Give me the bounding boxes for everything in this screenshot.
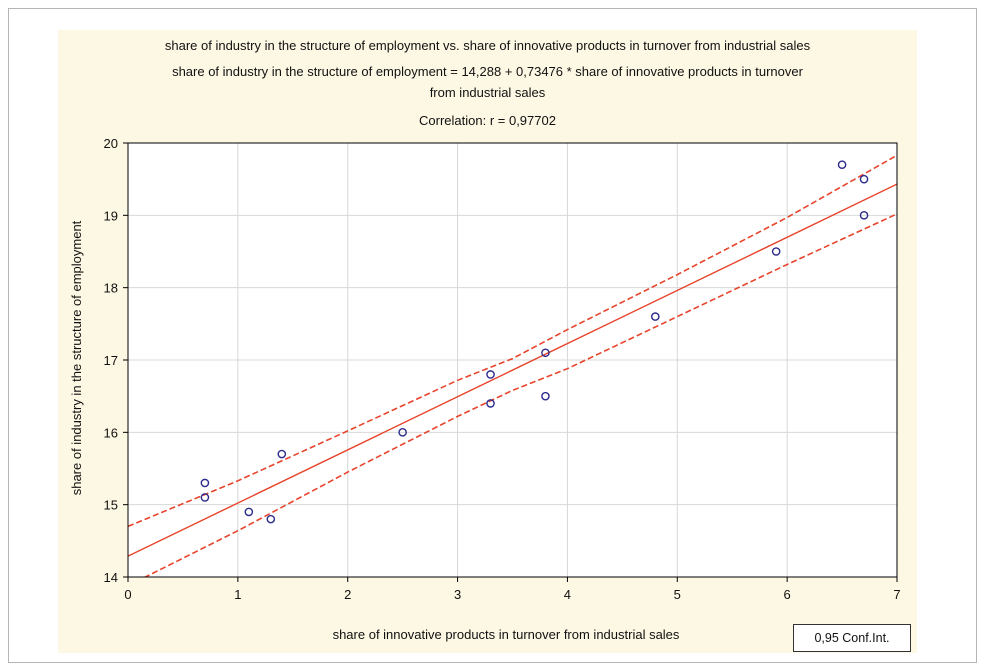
legend-conf-int: 0,95 Conf.Int.: [793, 624, 911, 652]
x-tick-label: 7: [893, 587, 900, 602]
grid-lines: [128, 143, 897, 577]
x-axis-ticks: 0 1 2 3 4 5 6 7: [124, 577, 901, 602]
x-tick-label: 4: [564, 587, 571, 602]
y-tick-label: 18: [104, 281, 118, 296]
data-point: [200, 493, 210, 502]
data-point: [541, 391, 550, 401]
x-tick-label: 0: [124, 587, 131, 602]
chart-title: share of industry in the structure of em…: [164, 38, 811, 53]
data-point: [244, 507, 254, 517]
confidence-band-upper: [128, 154, 897, 528]
data-point: [486, 370, 495, 379]
data-points: [200, 160, 869, 524]
y-tick-label: 16: [104, 425, 118, 440]
data-point: [859, 211, 869, 220]
data-point: [859, 174, 869, 184]
y-tick-label: 19: [104, 208, 118, 223]
data-point: [398, 428, 407, 437]
regression-line: [128, 183, 897, 557]
data-point: [771, 247, 781, 256]
y-tick-label: 20: [104, 136, 118, 151]
x-tick-label: 3: [454, 587, 461, 602]
chart-subtitle-line1: share of industry in the structure of em…: [172, 64, 803, 79]
x-tick-label: 2: [344, 587, 351, 602]
chart-subtitle-line2: from industrial sales: [429, 85, 546, 100]
x-tick-label: 6: [784, 587, 791, 602]
y-tick-label: 14: [104, 570, 118, 585]
data-point: [200, 478, 210, 488]
confidence-band: [128, 154, 897, 577]
regression-line-group: [128, 183, 897, 557]
data-point: [541, 348, 550, 358]
data-point: [651, 312, 660, 321]
data-point: [486, 399, 495, 408]
x-axis-label: share of innovative products in turnover…: [333, 627, 680, 642]
data-point: [266, 514, 276, 524]
correlation-text: Correlation: r = 0,97702: [419, 113, 556, 128]
x-tick-label: 5: [674, 587, 681, 602]
data-point: [837, 160, 847, 169]
confidence-band-lower: [143, 213, 897, 577]
y-axis-label: share of industry in the structure of em…: [69, 220, 84, 495]
y-axis-ticks: 14 15 16 17 18 19 20: [104, 136, 128, 585]
x-tick-label: 1: [234, 587, 241, 602]
y-tick-label: 17: [104, 353, 118, 368]
y-tick-label: 15: [104, 498, 118, 513]
data-point: [277, 449, 287, 459]
